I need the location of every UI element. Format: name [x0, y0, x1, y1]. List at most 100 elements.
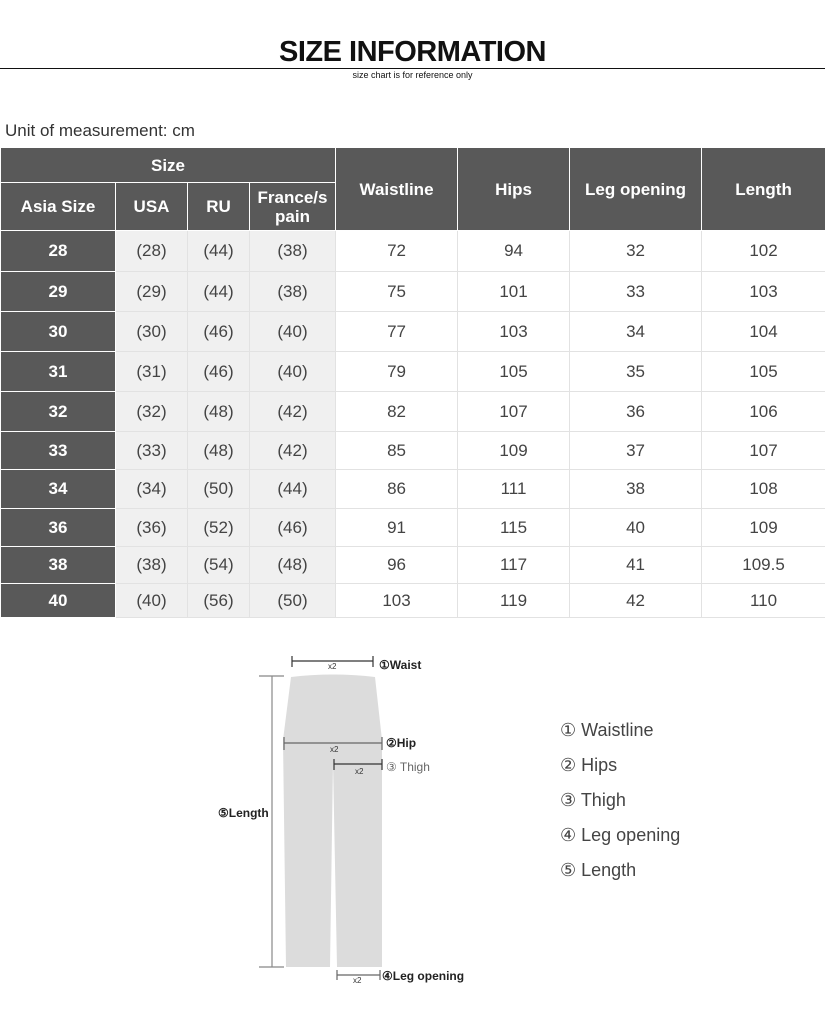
table-cell: (44): [248, 469, 337, 509]
hip-measure-line: [283, 737, 383, 750]
table-cell: 77: [335, 311, 459, 352]
col-length: Length: [701, 147, 825, 231]
table-cell: 34: [0, 469, 116, 509]
page-title: SIZE INFORMATION: [279, 36, 546, 68]
table-cell: 36: [0, 508, 116, 547]
table-cell: 101: [457, 271, 571, 312]
table-cell: 34: [569, 311, 703, 352]
table-cell: 41: [569, 546, 703, 584]
table-cell: 103: [457, 311, 571, 352]
table-cell: 109: [701, 508, 825, 547]
table-row: 38 (38) (54) (48) 96 117 41 109.5: [0, 546, 825, 584]
table-cell: 75: [335, 271, 459, 312]
table-cell: 30: [0, 311, 116, 352]
legend-item-leg-opening: ④ Leg opening: [560, 825, 681, 845]
table-cell: (48): [187, 431, 250, 470]
table-cell: 28: [0, 230, 116, 272]
table-cell: 38: [0, 546, 116, 584]
table-cell: (40): [248, 351, 337, 392]
table-row: 29 (29) (44) (38) 75 101 33 103: [0, 271, 825, 312]
table-cell: 31: [0, 351, 116, 392]
legend-item-hips: ② Hips: [560, 755, 618, 775]
table-cell: (46): [187, 311, 250, 352]
table-cell: 107: [701, 431, 825, 470]
legend-item-length: ⑤ Length: [560, 860, 637, 880]
table-cell: (29): [115, 271, 188, 312]
table-cell: (44): [187, 230, 250, 272]
table-row: 31 (31) (46) (40) 79 105 35 105: [0, 351, 825, 392]
col-asia-size: Asia Size: [0, 182, 116, 231]
table-cell: 82: [335, 391, 459, 432]
table-cell: (50): [248, 583, 337, 618]
table-cell: 40: [0, 583, 116, 618]
size-group-header: Size: [0, 147, 337, 183]
table-cell: 42: [569, 583, 703, 618]
waist-label: ①Waist: [379, 658, 421, 672]
col-france-spain: France/s pain: [248, 182, 337, 231]
table-cell: (52): [187, 508, 250, 547]
unit-label: Unit of measurement: cm: [5, 121, 195, 140]
table-cell: 103: [335, 583, 459, 618]
table-cell: (42): [248, 391, 337, 432]
table-row: 28 (28) (44) (38) 72 94 32 102: [0, 230, 825, 272]
table-row: 33 (33) (48) (42) 85 109 37 107: [0, 431, 825, 470]
table-cell: 107: [457, 391, 571, 432]
table-cell: 91: [335, 508, 459, 547]
legend-item-waistline: ① Waistline: [560, 720, 654, 740]
table-cell: 108: [701, 469, 825, 509]
table-cell: (50): [187, 469, 250, 509]
table-row: 32 (32) (48) (42) 82 107 36 106: [0, 391, 825, 432]
table-cell: 119: [457, 583, 571, 618]
pants-shape: [283, 674, 382, 967]
table-cell: 79: [335, 351, 459, 392]
table-cell: 105: [701, 351, 825, 392]
hip-label: ②Hip: [386, 736, 416, 750]
table-cell: 110: [701, 583, 825, 618]
table-cell: 106: [701, 391, 825, 432]
hip-multiplier: x2: [330, 745, 339, 754]
table-cell: (33): [115, 431, 188, 470]
waist-multiplier: x2: [328, 662, 337, 671]
col-waistline: Waistline: [335, 147, 459, 231]
waist-measure-line: [291, 656, 374, 667]
table-cell: (28): [115, 230, 188, 272]
thigh-multiplier: x2: [355, 767, 364, 776]
table-cell: 33: [0, 431, 116, 470]
title-divider: [0, 68, 825, 69]
col-ru: RU: [187, 182, 250, 231]
table-cell: 104: [701, 311, 825, 352]
table-cell: (46): [248, 508, 337, 547]
table-cell: 111: [457, 469, 571, 509]
table-row: 34 (34) (50) (44) 86 111 38 108: [0, 469, 825, 509]
table-cell: (38): [248, 271, 337, 312]
table-cell: 103: [701, 271, 825, 312]
table-cell: 35: [569, 351, 703, 392]
table-cell: 33: [569, 271, 703, 312]
table-row: 40 (40) (56) (50) 103 119 42 110: [0, 583, 825, 618]
table-cell: 117: [457, 546, 571, 584]
col-usa: USA: [115, 182, 188, 231]
thigh-measure-line: [333, 759, 383, 770]
table-row: 30 (30) (46) (40) 77 103 34 104: [0, 311, 825, 352]
size-table: Size Waistline Hips Leg opening Length A…: [0, 147, 825, 618]
table-cell: 109.5: [701, 546, 825, 584]
table-cell: 37: [569, 431, 703, 470]
col-hips: Hips: [457, 147, 571, 231]
leg-opening-measure-line: [336, 970, 381, 980]
table-cell: 105: [457, 351, 571, 392]
table-cell: (36): [115, 508, 188, 547]
pants-diagram: x2 x2 x2 x2 ①Waist ②Hip ③ Thigh ⑤Length …: [218, 656, 464, 985]
table-cell: 32: [0, 391, 116, 432]
table-cell: (40): [115, 583, 188, 618]
table-row: 36 (36) (52) (46) 91 115 40 109: [0, 508, 825, 547]
table-cell: 72: [335, 230, 459, 272]
table-cell: 32: [569, 230, 703, 272]
table-cell: (34): [115, 469, 188, 509]
measurement-legend: ① Waistline ② Hips ③ Thigh ④ Leg opening…: [560, 720, 680, 895]
table-cell: 40: [569, 508, 703, 547]
table-cell: (48): [248, 546, 337, 584]
table-cell: 85: [335, 431, 459, 470]
length-label: ⑤Length: [218, 806, 269, 820]
table-cell: 102: [701, 230, 825, 272]
table-cell: (56): [187, 583, 250, 618]
